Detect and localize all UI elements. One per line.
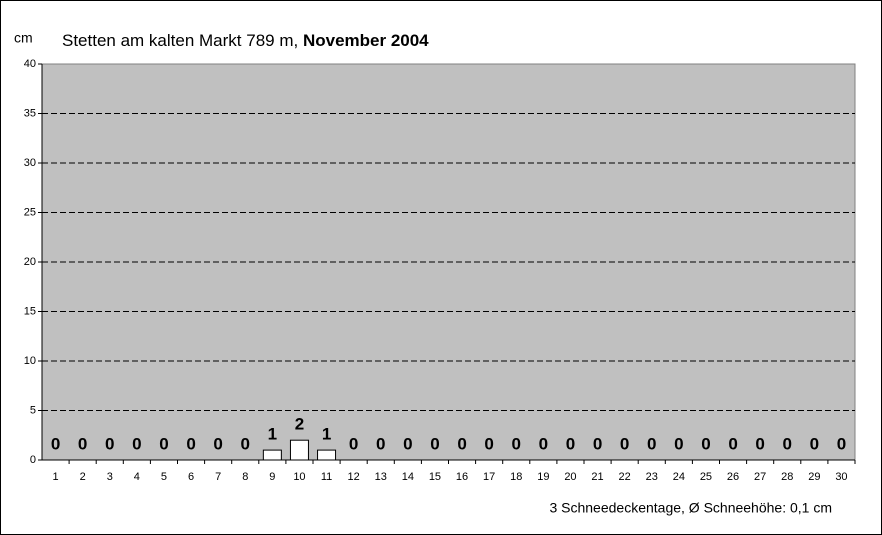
x-tick-label: 3: [107, 471, 113, 483]
data-label: 2: [295, 415, 304, 434]
x-tick-label: 17: [483, 471, 495, 483]
x-tick-label: 22: [619, 471, 631, 483]
data-label: 1: [268, 425, 277, 444]
x-tick-label: 29: [808, 471, 820, 483]
chart-title: Stetten am kalten Markt 789 m, November …: [62, 31, 429, 50]
y-axis-label: cm: [14, 30, 33, 46]
data-label: 0: [512, 434, 521, 453]
x-tick-label: 5: [161, 471, 167, 483]
bar: [289, 439, 309, 461]
x-tick-label: 27: [754, 471, 766, 483]
bar: [317, 449, 337, 461]
x-tick-label: 12: [348, 471, 360, 483]
data-label: 0: [647, 434, 656, 453]
x-tick-label: 10: [293, 471, 305, 483]
x-tick-label: 15: [429, 471, 441, 483]
x-tick-label: 7: [215, 471, 221, 483]
data-label: 0: [593, 434, 602, 453]
x-tick-label: 6: [188, 471, 194, 483]
x-tick-label: 18: [510, 471, 522, 483]
x-tick-label: 20: [564, 471, 576, 483]
data-label: 1: [322, 425, 331, 444]
data-label: 0: [484, 434, 493, 453]
x-tick-label: 9: [269, 471, 275, 483]
data-label: 0: [403, 434, 412, 453]
data-label: 0: [674, 434, 683, 453]
x-tick-label: 14: [402, 471, 414, 483]
x-tick-label: 2: [80, 471, 86, 483]
footer-note: 3 Schneedeckentage, Ø Schneehöhe: 0,1 cm: [549, 500, 832, 516]
data-label: 0: [132, 434, 141, 453]
title-text: Stetten am kalten Markt 789 m,: [62, 31, 298, 50]
data-label: 0: [349, 434, 358, 453]
data-label: 0: [105, 434, 114, 453]
data-label: 0: [78, 434, 87, 453]
y-tick-label: 25: [24, 206, 36, 218]
data-label: 0: [620, 434, 629, 453]
y-tick-label: 5: [30, 404, 36, 416]
x-tick-label: 30: [835, 471, 847, 483]
x-tick-label: 24: [673, 471, 685, 483]
y-tick-label: 35: [24, 107, 36, 119]
y-tick-label: 20: [24, 256, 36, 268]
title-bold: November 2004: [303, 31, 429, 50]
x-tick-label: 8: [242, 471, 248, 483]
x-tick-label: 28: [781, 471, 793, 483]
x-tick-label: 26: [727, 471, 739, 483]
data-label: 0: [837, 434, 846, 453]
data-label: 0: [159, 434, 168, 453]
data-label: 0: [376, 434, 385, 453]
y-tick-label: 0: [30, 454, 36, 466]
x-tick-label: 16: [456, 471, 468, 483]
x-tick-label: 25: [700, 471, 712, 483]
x-tick-label: 4: [134, 471, 140, 483]
bar: [262, 449, 282, 461]
y-tick-label: 15: [24, 305, 36, 317]
data-label: 0: [755, 434, 764, 453]
data-label: 0: [701, 434, 710, 453]
x-tick-label: 1: [52, 471, 58, 483]
data-label: 0: [430, 434, 439, 453]
x-tick-label: 23: [646, 471, 658, 483]
x-tick-label: 11: [321, 471, 332, 483]
data-label: 0: [728, 434, 737, 453]
y-tick-label: 30: [24, 157, 36, 169]
x-tick-label: 19: [537, 471, 549, 483]
x-tick-label: 13: [375, 471, 387, 483]
data-label: 0: [241, 434, 250, 453]
y-tick-label: 10: [24, 355, 36, 367]
data-label: 0: [566, 434, 575, 453]
data-label: 0: [213, 434, 222, 453]
data-label: 0: [51, 434, 60, 453]
data-label: 0: [783, 434, 792, 453]
x-tick-label: 21: [591, 471, 603, 483]
data-label: 0: [810, 434, 819, 453]
y-tick-label: 40: [24, 58, 36, 70]
data-label: 0: [457, 434, 466, 453]
data-label: 0: [186, 434, 195, 453]
data-label: 0: [539, 434, 548, 453]
